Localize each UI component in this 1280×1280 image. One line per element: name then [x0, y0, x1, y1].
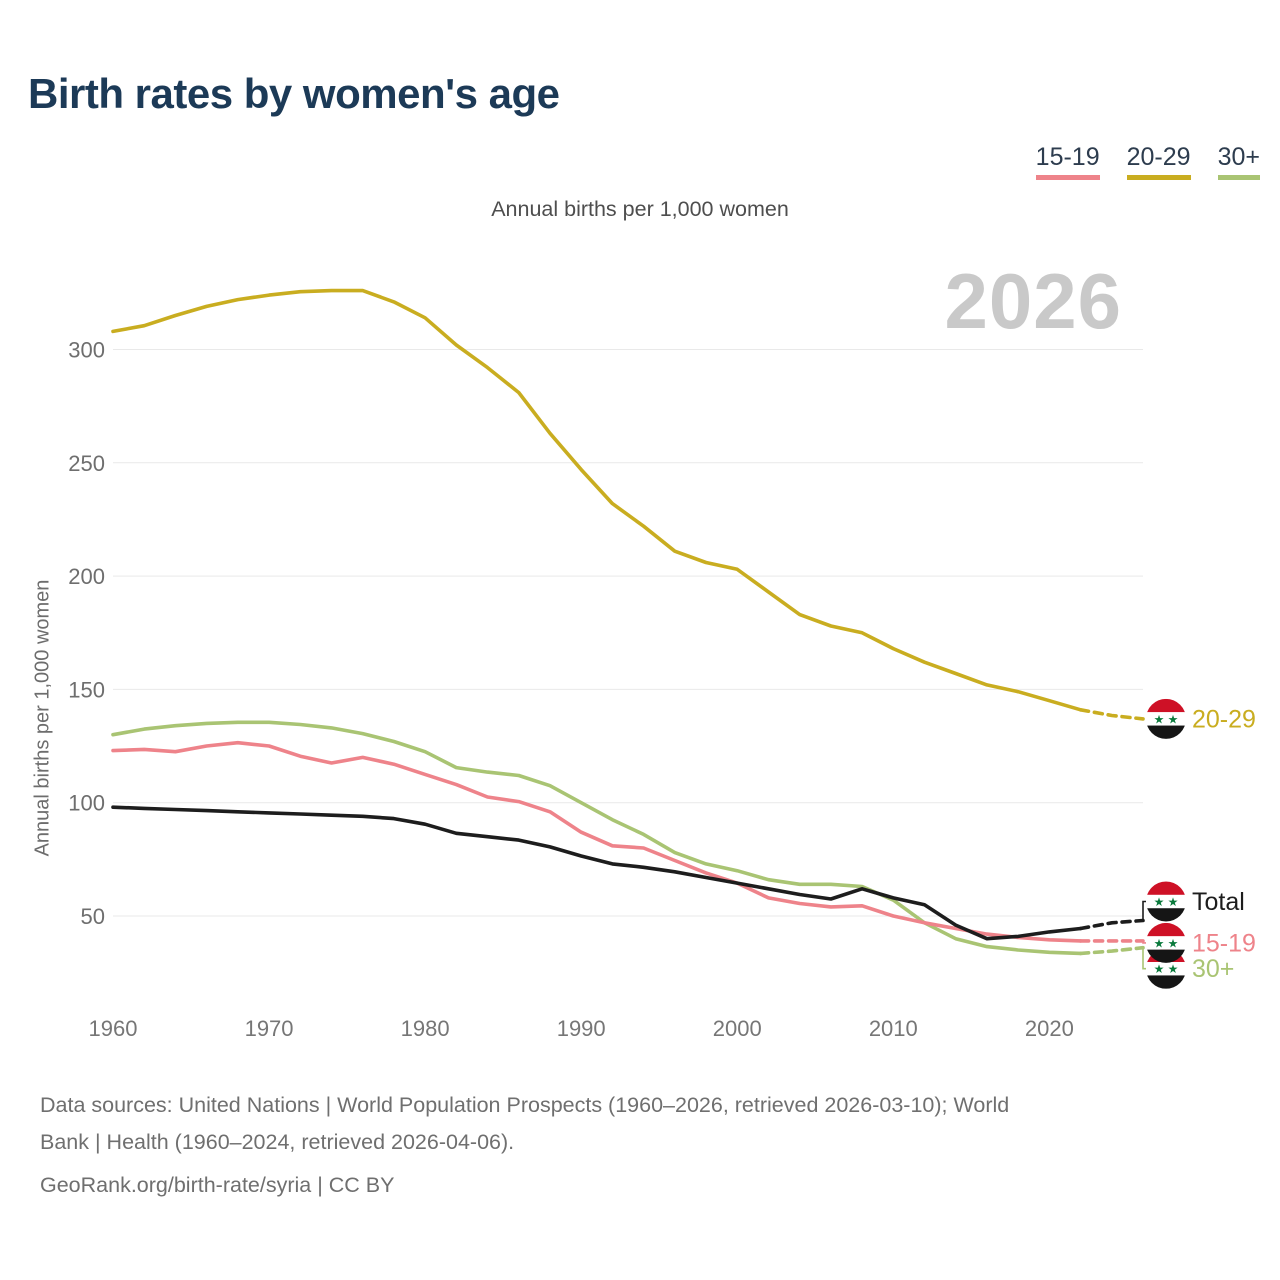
syria-flag-icon: ★ ★ — [1146, 881, 1186, 922]
flag-band-black — [1146, 975, 1186, 989]
series-end-label-20-29: 20-29 — [1192, 705, 1256, 733]
footer: Data sources: United Nations | World Pop… — [40, 1087, 1250, 1204]
flag-band-black — [1146, 725, 1186, 739]
flag-star-icon: ★ — [1168, 936, 1179, 950]
footer-sources-line: Data sources: United Nations | World Pop… — [40, 1093, 1010, 1117]
x-tick-label: 2000 — [713, 1016, 762, 1041]
flag-band-red — [1146, 698, 1186, 713]
flag-band-white — [1146, 894, 1186, 909]
page-title: Birth rates by women's age — [28, 70, 560, 117]
y-tick-label: 150 — [68, 677, 105, 702]
label-connector-line — [1142, 947, 1146, 970]
legend-item-15-19[interactable]: 15-19 — [1035, 143, 1100, 180]
series-end-label-15-19: 15-19 — [1192, 929, 1256, 957]
flag-star-icon: ★ — [1168, 895, 1179, 909]
series-end-label-30+: 30+ — [1192, 955, 1234, 983]
chart-subtitle: Annual births per 1,000 women — [491, 197, 789, 221]
series-line-15-19 — [111, 740, 1083, 943]
series-line-20-29 — [111, 288, 1083, 712]
series-projection-30+ — [1078, 945, 1145, 956]
footer-sources-line: Bank | Health (1960–2024, retrieved 2026… — [40, 1130, 515, 1154]
flag-band-red — [1146, 922, 1186, 937]
flag-band-red — [1146, 881, 1186, 895]
flag-star-icon: ★ — [1168, 712, 1179, 726]
y-tick-label: 100 — [68, 791, 105, 816]
label-connector-line — [1142, 900, 1146, 921]
legend-item-30plus[interactable]: 30+ — [1217, 143, 1260, 180]
flag-band-black — [1146, 908, 1186, 922]
legend-label: 30+ — [1217, 143, 1260, 171]
legend-label: 15-19 — [1035, 143, 1100, 171]
footer-attribution-link[interactable]: GeoRank.org/birth-rate/syria | CC BY — [40, 1173, 395, 1197]
syria-flag-icon: ★ ★ — [1146, 698, 1186, 739]
y-tick-label: 50 — [81, 904, 105, 929]
y-tick-label: 200 — [68, 564, 105, 589]
x-tick-label: 1970 — [245, 1016, 294, 1041]
x-tick-label: 1960 — [89, 1016, 138, 1041]
legend-item-20-29[interactable]: 20-29 — [1126, 143, 1191, 180]
flag-band-black — [1146, 949, 1186, 963]
syria-flag-icon: ★ ★ — [1146, 922, 1186, 963]
flag-star-icon: ★ — [1154, 962, 1165, 976]
flag-band-white — [1146, 712, 1186, 726]
y-tick-label: 300 — [68, 338, 105, 363]
series-projection-20-29 — [1078, 707, 1145, 721]
series-line-Total — [111, 805, 1083, 941]
y-tick-label: 250 — [68, 451, 105, 476]
legend: 15-19 20-29 30+ — [1035, 143, 1260, 180]
legend-label: 20-29 — [1126, 143, 1191, 171]
series-projection-Total — [1078, 918, 1145, 931]
flag-star-icon: ★ — [1154, 712, 1165, 726]
flag-star-icon: ★ — [1168, 962, 1179, 976]
x-tick-label: 1990 — [557, 1016, 606, 1041]
x-tick-label: 2020 — [1025, 1016, 1074, 1041]
flag-star-icon: ★ — [1154, 936, 1165, 950]
x-tick-label: 2010 — [869, 1016, 918, 1041]
series-line-30+ — [111, 720, 1083, 956]
x-tick-label: 1980 — [401, 1016, 450, 1041]
flag-star-icon: ★ — [1154, 895, 1165, 909]
label-connector-line — [1142, 940, 1146, 944]
series-end-label-Total: Total — [1192, 888, 1245, 916]
flag-band-white — [1146, 936, 1186, 950]
watermark-year: 2026 — [944, 257, 1122, 345]
flag-band-white — [1146, 962, 1186, 976]
